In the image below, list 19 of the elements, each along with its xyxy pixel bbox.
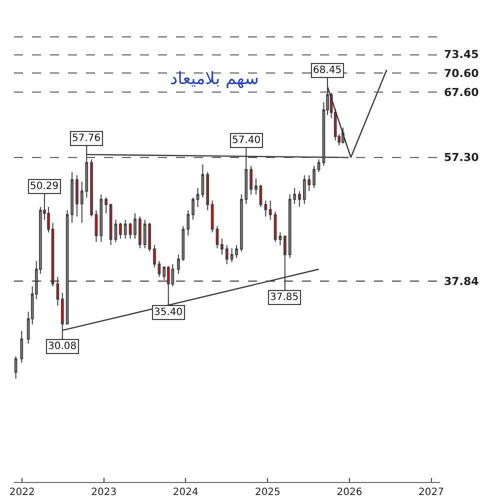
ref-line-label: 73.45 bbox=[444, 48, 479, 61]
ref-line-label: 57.30 bbox=[444, 151, 480, 164]
x-tick-label: 2026 bbox=[336, 487, 362, 498]
annotation: 30.08 bbox=[48, 341, 77, 352]
x-tick-label: 2023 bbox=[91, 487, 117, 498]
x-tick-label: 2024 bbox=[172, 487, 198, 498]
annotation: 50.29 bbox=[30, 181, 59, 192]
annotation: 37.85 bbox=[270, 292, 299, 303]
x-tick-label: 2022 bbox=[9, 487, 35, 498]
x-tick-label: 2027 bbox=[418, 487, 444, 498]
annotation: 57.76 bbox=[72, 133, 101, 144]
ref-line-label: 67.60 bbox=[444, 86, 480, 99]
annotation: 35.40 bbox=[154, 307, 183, 318]
ref-line-label: 70.60 bbox=[444, 67, 480, 80]
ref-line-label: 37.84 bbox=[444, 275, 480, 288]
text: سهم بلاميعاد bbox=[170, 69, 259, 89]
x-tick-label: 2025 bbox=[254, 487, 280, 498]
annotation: 57.40 bbox=[232, 135, 261, 146]
annotation: 68.45 bbox=[313, 65, 342, 76]
